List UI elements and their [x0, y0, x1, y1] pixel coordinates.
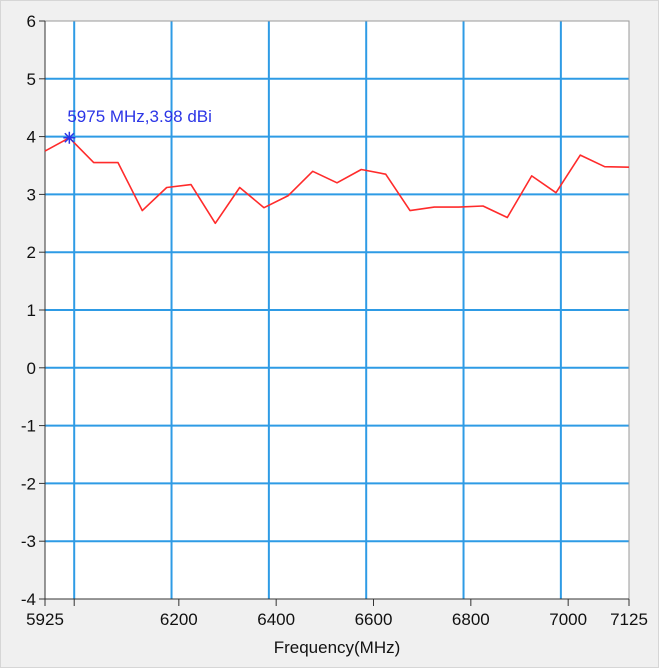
y-tick-label: 0	[27, 359, 36, 378]
x-tick-label: 7000	[549, 610, 587, 629]
y-tick-label: 4	[27, 128, 36, 147]
y-tick-label: 3	[27, 185, 36, 204]
x-tick-label: 6800	[452, 610, 490, 629]
y-tick-label: 1	[27, 301, 36, 320]
x-tick-label: 6600	[355, 610, 393, 629]
marker-label: 5975 MHz,3.98 dBi	[67, 107, 212, 126]
y-tick-label: 2	[27, 243, 36, 262]
series-layer	[44, 137, 630, 225]
x-tick-label: 6200	[160, 610, 198, 629]
x-axis-title: Frequency(MHz)	[274, 638, 401, 657]
y-tick-label: 5	[27, 70, 36, 89]
marker-layer: 5975 MHz,3.98 dBi	[63, 107, 212, 144]
series-line-1	[44, 137, 630, 225]
y-tick-label: -3	[21, 532, 36, 551]
x-tick-label: 6400	[257, 610, 295, 629]
x-tick-label: 5925	[26, 610, 64, 629]
x-tick-label: 7125	[610, 610, 648, 629]
y-tick-label: -4	[21, 590, 36, 609]
grid	[45, 21, 629, 599]
y-tick-label: -1	[21, 417, 36, 436]
y-tick-label: -2	[21, 474, 36, 493]
marker-cursor[interactable]	[63, 131, 76, 144]
y-tick-label: 6	[27, 12, 36, 31]
